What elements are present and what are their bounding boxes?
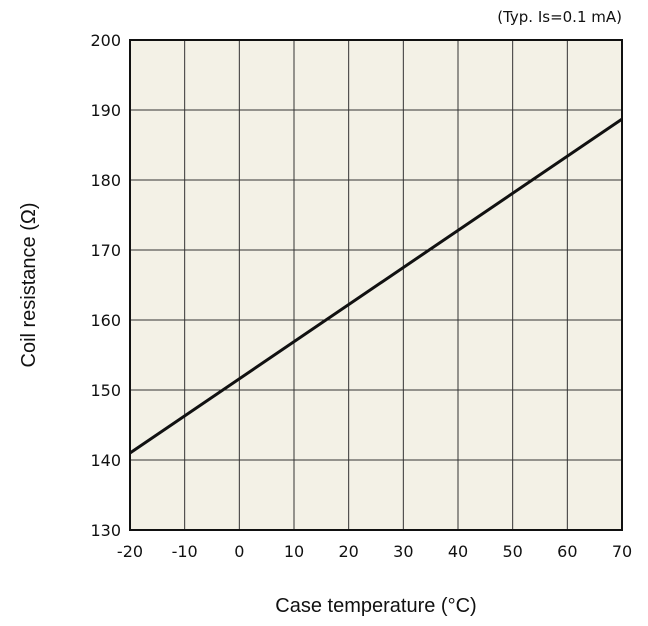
x-tick-label: 60	[557, 542, 577, 561]
annotation-note: (Typ. Is=0.1 mA)	[497, 8, 622, 26]
x-axis-title: Case temperature (°C)	[275, 595, 476, 617]
x-tick-label: 20	[338, 542, 358, 561]
y-tick-label: 140	[90, 451, 121, 470]
x-tick-label: 30	[393, 542, 413, 561]
x-tick-label: 10	[284, 542, 304, 561]
gridlines	[130, 40, 622, 530]
y-tick-label: 130	[90, 521, 121, 540]
x-tick-label: 0	[234, 542, 244, 561]
series-group	[129, 117, 623, 455]
x-tick-labels: -20 -10 0 10 20 30 40 50 60 70	[117, 542, 632, 561]
x-tick-label: 50	[502, 542, 522, 561]
y-tick-label: 160	[90, 311, 121, 330]
y-axis-title: Coil resistance (Ω)	[18, 203, 40, 368]
y-tick-label: 200	[90, 31, 121, 50]
plot-frame	[129, 39, 623, 531]
y-tick-label: 190	[90, 101, 121, 120]
y-tick-label: 170	[90, 241, 121, 260]
x-tick-label: 40	[448, 542, 468, 561]
resistance-line	[129, 117, 623, 455]
y-tick-labels: 130 140 150 160 170 180 190 200	[90, 31, 121, 540]
x-tick-label: -20	[117, 542, 143, 561]
y-tick-label: 180	[90, 171, 121, 190]
x-tick-label: 70	[612, 542, 632, 561]
x-tick-label: -10	[172, 542, 198, 561]
y-tick-label: 150	[90, 381, 121, 400]
